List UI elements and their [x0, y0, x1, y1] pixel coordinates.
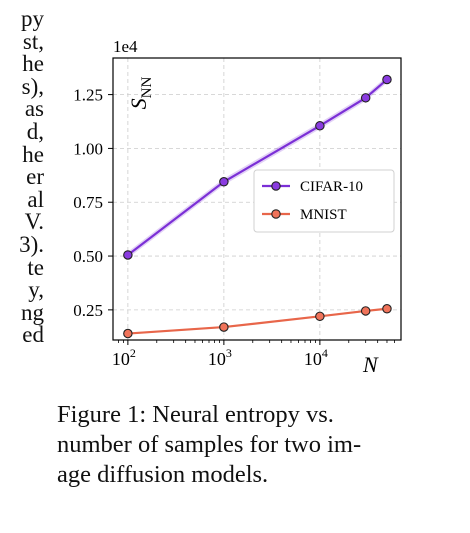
body-text-fragment: y,	[28, 277, 44, 303]
body-text-fragment: ed	[22, 322, 44, 348]
data-point	[219, 177, 229, 187]
series-line	[127, 307, 388, 335]
x-tick-label-base: 10	[112, 349, 130, 369]
x-tick-label: 103	[208, 346, 232, 369]
y-tick-label: 0.75	[73, 193, 103, 212]
plot-frame	[112, 57, 402, 341]
data-point	[360, 93, 371, 103]
body-text-fragment: 3).	[19, 231, 44, 257]
x-tick-label-exponent: 4	[322, 346, 328, 360]
body-text-fragment: te	[27, 254, 44, 280]
figure-caption: Figure 1: Neural entropy vs. number of s…	[57, 400, 457, 490]
legend-label: CIFAR-10	[300, 179, 363, 195]
body-text-fragment: er	[26, 164, 44, 190]
y-axis-label-sub: NN	[139, 77, 155, 99]
body-text-fragment: py	[21, 6, 44, 31]
y-tick-label: 1.00	[73, 139, 103, 158]
y-exponent-label: 1e4	[113, 37, 138, 56]
legend-swatch-marker	[271, 181, 281, 191]
body-text-fragment: V.	[24, 209, 44, 235]
series-markers	[123, 74, 392, 339]
y-tick-label: 0.50	[73, 247, 103, 266]
body-text-fragment: as	[24, 96, 44, 122]
data-point	[315, 121, 325, 131]
body-text-fragment: he	[22, 51, 44, 77]
caption-line-2: number of samples for two im-	[57, 431, 362, 458]
x-axis-label: N	[362, 352, 379, 377]
data-point	[123, 328, 133, 339]
data-point	[382, 74, 392, 85]
y-axis-label: SNN	[126, 77, 155, 110]
x-tick-label-exponent: 2	[130, 346, 136, 360]
y-tick-label: 0.25	[73, 301, 103, 320]
body-text-fragment: d,	[26, 118, 44, 144]
body-text-fragment: st,	[22, 28, 44, 54]
legend-swatch-marker	[271, 209, 281, 219]
x-tick-label-base: 10	[304, 349, 322, 369]
caption-line-3: age diffusion models.	[57, 461, 269, 488]
legend-label: MNIST	[300, 207, 347, 223]
x-tick-label: 104	[304, 346, 328, 369]
y-tick-label: 1.25	[73, 86, 103, 105]
y-axis-label-main: S	[126, 98, 151, 109]
body-text-fragment: ng	[21, 299, 44, 325]
body-text-fragment: s),	[21, 73, 44, 99]
x-tick-label-base: 10	[208, 349, 226, 369]
data-point	[360, 306, 371, 316]
data-point	[315, 311, 325, 322]
data-point	[123, 250, 133, 260]
body-text-fragment: al	[27, 186, 44, 212]
data-point	[382, 304, 392, 314]
caption-line-1: Figure 1: Neural entropy vs.	[57, 401, 334, 428]
data-point	[219, 322, 229, 332]
x-tick-label: 102	[112, 346, 136, 369]
x-tick-label-exponent: 3	[226, 346, 232, 360]
legend: CIFAR-10 MNIST	[253, 169, 395, 233]
body-text-fragment-column: py st, he s), as d, he er al V. 3). te y, ng ed	[0, 6, 44, 348]
body-text-fragment: he	[22, 141, 44, 167]
